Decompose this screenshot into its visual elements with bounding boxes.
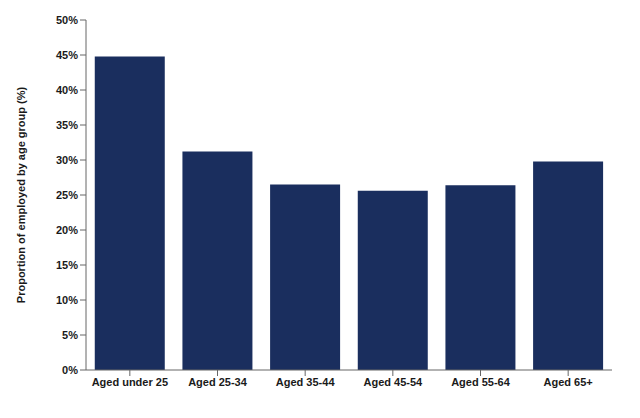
svg-text:Aged 35-44: Aged 35-44 (276, 376, 336, 388)
svg-text:5%: 5% (62, 329, 78, 341)
svg-text:25%: 25% (56, 189, 78, 201)
svg-text:Aged 25-34: Aged 25-34 (188, 376, 248, 388)
svg-text:10%: 10% (56, 294, 78, 306)
svg-text:Aged 65+: Aged 65+ (544, 376, 593, 388)
svg-text:20%: 20% (56, 224, 78, 236)
svg-text:30%: 30% (56, 154, 78, 166)
svg-text:50%: 50% (56, 14, 78, 26)
svg-text:40%: 40% (56, 84, 78, 96)
svg-text:35%: 35% (56, 119, 78, 131)
svg-text:45%: 45% (56, 49, 78, 61)
svg-text:0%: 0% (62, 364, 78, 376)
svg-text:Aged 45-54: Aged 45-54 (363, 376, 423, 388)
svg-text:Aged under 25: Aged under 25 (92, 376, 168, 388)
svg-text:Proportion of employed by age: Proportion of employed by age group (%) (15, 86, 27, 303)
svg-text:15%: 15% (56, 259, 78, 271)
svg-text:Aged 55-64: Aged 55-64 (451, 376, 511, 388)
